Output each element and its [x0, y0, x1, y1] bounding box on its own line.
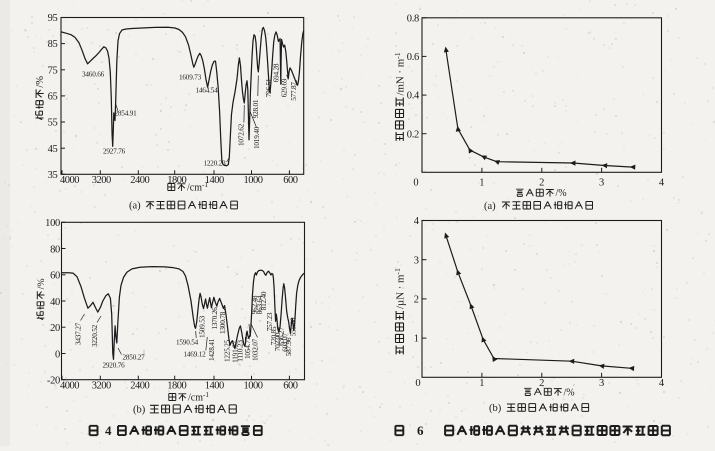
svg-text:1220.23: 1220.23: [204, 160, 227, 168]
svg-text:1428.41: 1428.41: [208, 338, 216, 361]
svg-text:1590.54: 1590.54: [176, 339, 199, 347]
svg-text:2400: 2400: [130, 175, 149, 186]
svg-text:1: 1: [479, 378, 484, 389]
svg-text:600: 600: [283, 175, 298, 186]
svg-text:2850.27: 2850.27: [123, 354, 146, 362]
svg-text:1800: 1800: [167, 381, 186, 392]
svg-text:/%: /%: [556, 188, 567, 199]
svg-text:2400: 2400: [130, 381, 149, 392]
svg-text:0.4: 0.4: [407, 91, 420, 102]
svg-text:3: 3: [599, 378, 604, 389]
svg-text:4: 4: [414, 216, 420, 227]
svg-text:0: 0: [55, 349, 60, 360]
svg-text:55: 55: [48, 118, 58, 129]
svg-text:/%: /%: [564, 387, 575, 398]
svg-text:4000: 4000: [60, 175, 79, 186]
svg-text:20: 20: [50, 323, 60, 334]
svg-text:1032.07: 1032.07: [252, 338, 260, 361]
svg-text:1000: 1000: [244, 381, 263, 392]
svg-text:1019.40: 1019.40: [253, 126, 261, 149]
svg-text:0.2: 0.2: [407, 129, 419, 140]
svg-text:0.6: 0.6: [407, 52, 419, 63]
svg-text:0.8: 0.8: [407, 13, 419, 24]
svg-text:45: 45: [48, 144, 58, 155]
svg-text:1400: 1400: [205, 381, 224, 392]
svg-text:65: 65: [48, 92, 58, 103]
svg-text:3200: 3200: [92, 175, 111, 186]
svg-text:75: 75: [48, 65, 58, 76]
svg-text:1: 1: [414, 334, 419, 345]
svg-text:2: 2: [539, 178, 544, 189]
svg-text:812.40: 812.40: [260, 291, 268, 310]
svg-text:2927.76: 2927.76: [103, 148, 126, 156]
svg-text:587.96: 587.96: [285, 337, 293, 356]
svg-text:60: 60: [50, 271, 60, 282]
svg-text:85: 85: [48, 39, 58, 50]
svg-text:555.08: 555.08: [290, 317, 298, 336]
svg-text:1: 1: [479, 178, 484, 189]
svg-text:1072.62: 1072.62: [238, 123, 246, 146]
svg-text:95: 95: [48, 13, 58, 24]
svg-text:100: 100: [45, 218, 60, 229]
svg-text:1225.25: 1225.25: [223, 339, 231, 362]
svg-text:2854.91: 2854.91: [115, 110, 138, 118]
svg-text:3220.52: 3220.52: [91, 324, 99, 347]
svg-text:928.01: 928.01: [252, 99, 260, 118]
svg-text:4: 4: [105, 423, 112, 438]
svg-text:3460.66: 3460.66: [82, 71, 105, 79]
svg-text:1000: 1000: [244, 175, 263, 186]
svg-text:1464.54: 1464.54: [196, 87, 219, 95]
svg-text:80: 80: [50, 244, 60, 255]
svg-text:694.28: 694.28: [273, 63, 281, 82]
svg-text:3200: 3200: [92, 381, 111, 392]
svg-text:(a): (a): [129, 201, 141, 212]
svg-text:0: 0: [415, 378, 420, 389]
svg-text:(b): (b): [133, 405, 146, 416]
svg-text:4: 4: [659, 378, 665, 389]
svg-text:1469.12: 1469.12: [184, 351, 207, 359]
svg-text:1370.26: 1370.26: [211, 307, 219, 330]
svg-text:-20: -20: [47, 376, 60, 387]
svg-text:(a): (a): [484, 201, 496, 212]
svg-text:577.87: 577.87: [290, 82, 298, 101]
svg-text:(b): (b): [489, 403, 502, 414]
svg-text:1509.53: 1509.53: [199, 315, 207, 338]
svg-text:35: 35: [48, 170, 58, 181]
svg-text:629.69: 629.69: [281, 78, 289, 97]
svg-text:1609.73: 1609.73: [179, 74, 202, 82]
svg-text:600: 600: [283, 381, 298, 392]
svg-text:40: 40: [50, 297, 60, 308]
svg-text:1300.78: 1300.78: [219, 311, 227, 334]
svg-text:4000: 4000: [60, 381, 79, 392]
svg-text:2: 2: [414, 295, 419, 306]
svg-text:0: 0: [413, 178, 418, 189]
svg-text:6: 6: [417, 423, 424, 438]
svg-text:3437.27: 3437.27: [75, 322, 83, 345]
svg-text:3: 3: [599, 178, 604, 189]
svg-text:2: 2: [539, 378, 544, 389]
svg-text:4: 4: [659, 178, 665, 189]
svg-text:/%: /%: [35, 76, 46, 88]
svg-text:2920.76: 2920.76: [103, 362, 126, 370]
svg-text:3: 3: [414, 255, 419, 266]
svg-text:/%: /%: [36, 279, 47, 290]
